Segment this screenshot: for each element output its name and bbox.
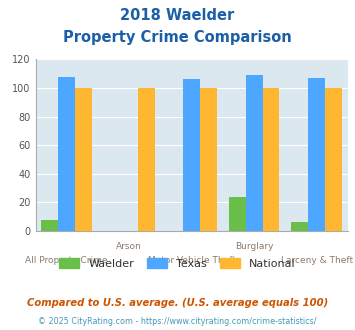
Bar <box>183 80 200 231</box>
Bar <box>229 197 246 231</box>
Text: © 2025 CityRating.com - https://www.cityrating.com/crime-statistics/: © 2025 CityRating.com - https://www.city… <box>38 317 317 326</box>
Bar <box>291 222 308 231</box>
Legend: Waelder, Texas, National: Waelder, Texas, National <box>55 254 300 273</box>
Bar <box>75 88 92 231</box>
Bar <box>325 88 342 231</box>
Text: 2018 Waelder: 2018 Waelder <box>120 8 235 23</box>
Bar <box>308 78 325 231</box>
Bar <box>138 88 154 231</box>
Text: Burglary: Burglary <box>235 242 273 251</box>
Text: All Property Crime: All Property Crime <box>26 256 108 265</box>
Bar <box>246 75 263 231</box>
Bar <box>42 219 58 231</box>
Text: Property Crime Comparison: Property Crime Comparison <box>63 30 292 45</box>
Text: Compared to U.S. average. (U.S. average equals 100): Compared to U.S. average. (U.S. average … <box>27 298 328 308</box>
Bar <box>200 88 217 231</box>
Bar <box>58 77 75 231</box>
Text: Motor Vehicle Theft: Motor Vehicle Theft <box>148 256 236 265</box>
Bar <box>263 88 279 231</box>
Text: Larceny & Theft: Larceny & Theft <box>280 256 353 265</box>
Text: Arson: Arson <box>116 242 142 251</box>
